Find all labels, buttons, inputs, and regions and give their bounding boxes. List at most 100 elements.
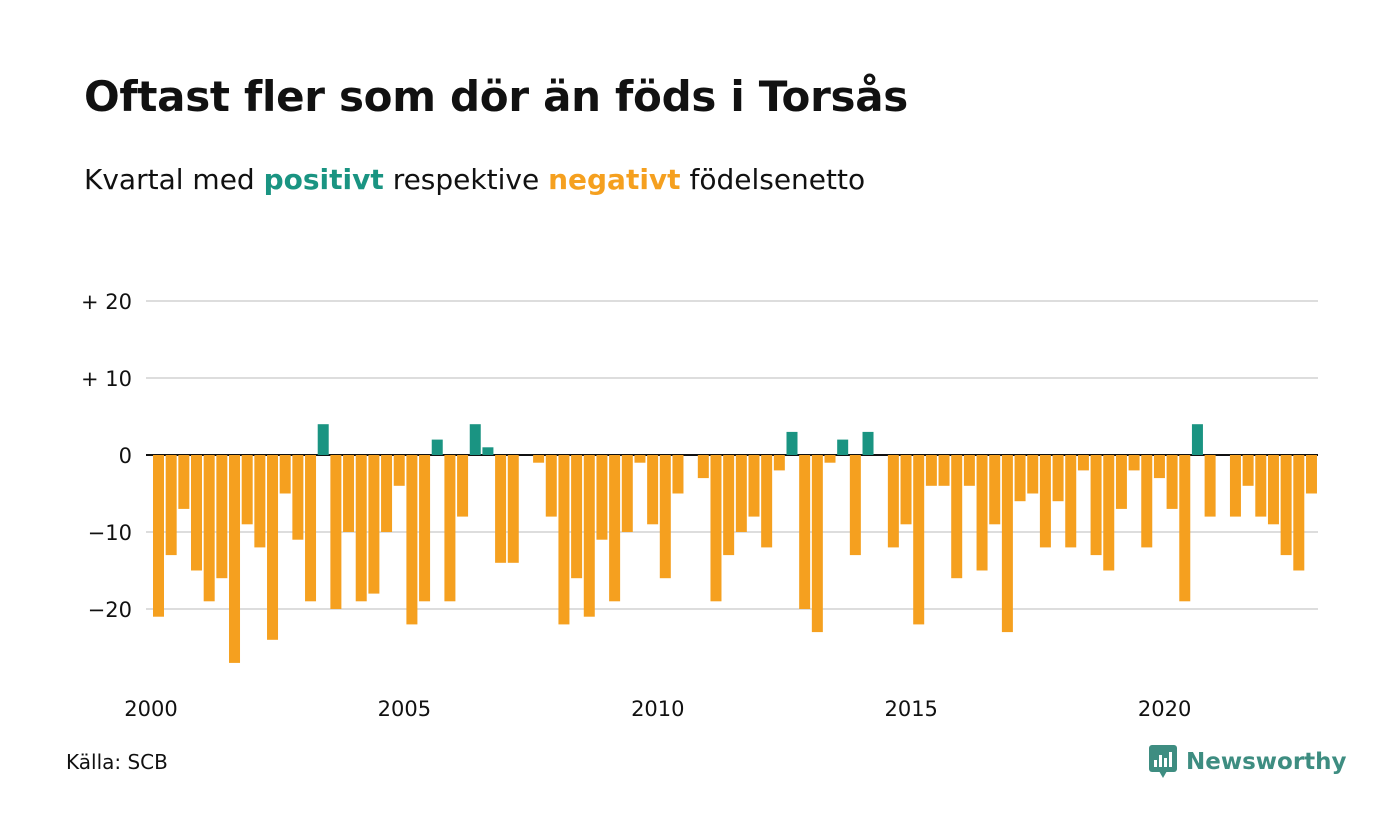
logo-text: Newsworthy — [1186, 749, 1347, 775]
bar — [571, 455, 583, 579]
bar — [1305, 455, 1317, 494]
bar — [267, 455, 279, 640]
bar — [1077, 455, 1089, 471]
bar — [469, 424, 481, 455]
bar — [697, 455, 709, 479]
bar — [419, 455, 431, 602]
bar — [735, 455, 747, 532]
bar — [963, 455, 975, 486]
bar — [431, 439, 443, 455]
bar — [1255, 455, 1267, 517]
bar — [292, 455, 304, 540]
bar — [1280, 455, 1292, 556]
bar — [925, 455, 937, 486]
x-tick-label: 2020 — [1138, 697, 1191, 721]
bar — [191, 455, 203, 571]
bar — [799, 455, 811, 609]
y-tick-label: + 20 — [81, 290, 132, 314]
y-tick-label: −20 — [88, 598, 132, 622]
bar — [178, 455, 190, 509]
bar — [1027, 455, 1039, 494]
bar — [153, 455, 164, 617]
bar — [229, 455, 241, 663]
chart-subtitle: Kvartal med positivt respektive negativt… — [84, 163, 865, 196]
bar — [317, 424, 329, 455]
bar — [672, 455, 684, 494]
bar — [241, 455, 253, 525]
y-tick-label: + 10 — [81, 367, 132, 391]
bar — [1115, 455, 1127, 509]
y-tick-label: −10 — [88, 521, 132, 545]
bar — [1141, 455, 1153, 548]
bar — [1065, 455, 1077, 548]
bar — [1014, 455, 1026, 502]
bar — [1191, 424, 1203, 455]
source-note: Källa: SCB — [66, 750, 168, 774]
bar — [393, 455, 405, 486]
bar — [1179, 455, 1191, 602]
bar-chart: + 20 + 10 0 −10 −20 2000 2005 2010 2015 2020 — [81, 290, 1318, 721]
bar — [837, 439, 849, 455]
bar — [913, 455, 925, 625]
x-tick-label: 2000 — [124, 697, 177, 721]
bar — [355, 455, 367, 602]
bar — [710, 455, 722, 602]
subtitle-negative-word: negativt — [548, 163, 681, 196]
bar — [254, 455, 266, 548]
bar — [862, 431, 874, 455]
bar — [368, 455, 380, 594]
bar — [659, 455, 671, 579]
bar — [1052, 455, 1064, 502]
bar — [583, 455, 595, 617]
y-tick-label: 0 — [119, 444, 132, 468]
bar — [609, 455, 621, 602]
bar — [596, 455, 608, 540]
bar — [900, 455, 912, 525]
bar — [1128, 455, 1140, 471]
bar — [1166, 455, 1178, 509]
bar — [216, 455, 228, 579]
subtitle-middle: respektive — [392, 163, 540, 196]
newsworthy-logo: Newsworthy — [1148, 744, 1347, 780]
subtitle-positive-word: positivt — [263, 163, 384, 196]
bar — [545, 455, 557, 517]
bar — [482, 447, 494, 455]
bars — [153, 424, 1317, 663]
bar — [761, 455, 773, 548]
bar — [1229, 455, 1241, 517]
bar — [824, 455, 836, 463]
bar — [406, 455, 418, 625]
x-tick-label: 2010 — [631, 697, 684, 721]
bar — [647, 455, 659, 525]
axis-labels: + 20 + 10 0 −10 −20 2000 2005 2010 2015 2020 — [81, 290, 1191, 721]
bar — [330, 455, 342, 609]
bar — [165, 455, 177, 556]
bar — [457, 455, 469, 517]
bar — [279, 455, 291, 494]
bar — [1242, 455, 1254, 486]
bar — [507, 455, 519, 563]
bar — [1267, 455, 1279, 525]
bar — [951, 455, 963, 579]
bar — [811, 455, 823, 633]
bar — [533, 455, 545, 463]
bar — [976, 455, 988, 571]
bar — [723, 455, 735, 556]
bar — [634, 455, 646, 463]
bar — [748, 455, 760, 517]
bar — [887, 455, 899, 548]
bar — [989, 455, 1001, 525]
newsworthy-chart-icon — [1149, 745, 1177, 778]
bar — [1204, 455, 1216, 517]
bar — [938, 455, 950, 486]
chart-title: Oftast fler som dör än föds i Torsås — [84, 72, 908, 121]
bar — [1153, 455, 1165, 479]
subtitle-prefix: Kvartal med — [84, 163, 255, 196]
bar — [1293, 455, 1305, 571]
bar — [773, 455, 785, 471]
x-tick-label: 2015 — [884, 697, 937, 721]
bar — [786, 431, 798, 455]
bar — [203, 455, 215, 602]
bar — [444, 455, 456, 602]
bar — [381, 455, 393, 532]
